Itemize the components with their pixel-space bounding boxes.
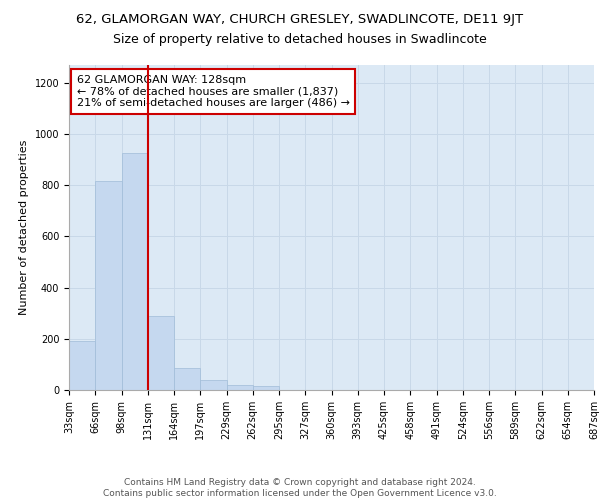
Bar — [174, 368, 200, 390]
Bar — [69, 342, 95, 390]
Bar — [121, 154, 148, 390]
Bar — [95, 182, 121, 390]
Bar — [253, 386, 279, 390]
Text: Size of property relative to detached houses in Swadlincote: Size of property relative to detached ho… — [113, 32, 487, 46]
Bar — [200, 380, 227, 390]
Y-axis label: Number of detached properties: Number of detached properties — [19, 140, 29, 315]
Text: 62, GLAMORGAN WAY, CHURCH GRESLEY, SWADLINCOTE, DE11 9JT: 62, GLAMORGAN WAY, CHURCH GRESLEY, SWADL… — [76, 12, 524, 26]
Bar — [227, 385, 253, 390]
Text: 62 GLAMORGAN WAY: 128sqm
← 78% of detached houses are smaller (1,837)
21% of sem: 62 GLAMORGAN WAY: 128sqm ← 78% of detach… — [77, 74, 350, 108]
Bar — [148, 316, 174, 390]
Text: Contains HM Land Registry data © Crown copyright and database right 2024.
Contai: Contains HM Land Registry data © Crown c… — [103, 478, 497, 498]
